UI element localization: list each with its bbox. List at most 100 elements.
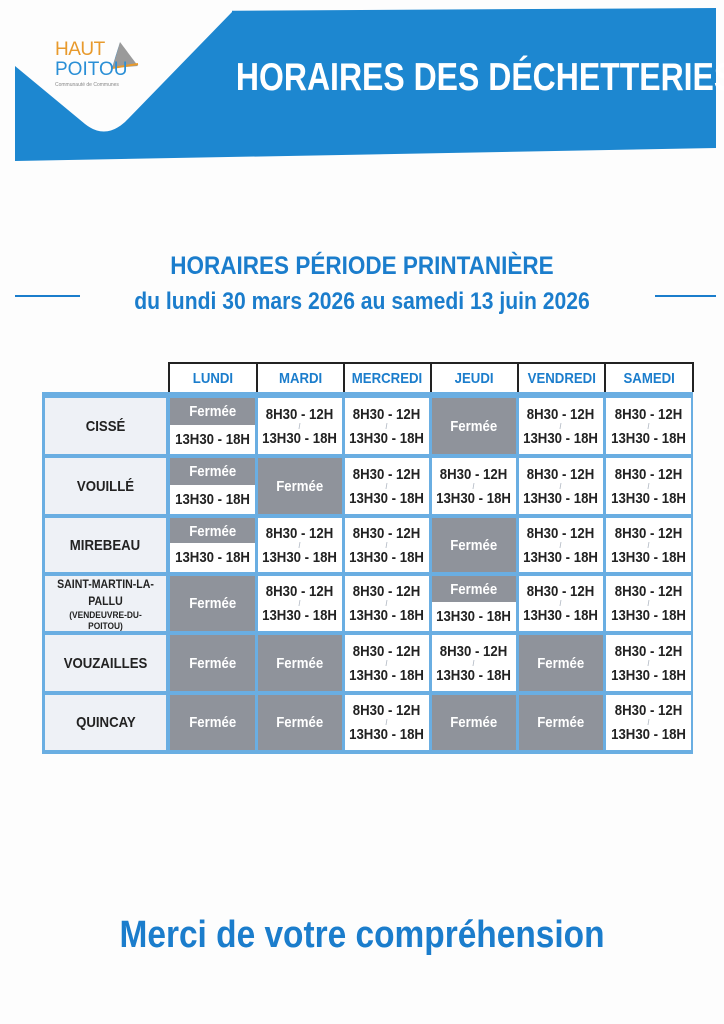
afternoon-hours: 13H30 - 18H: [349, 548, 425, 566]
afternoon-hours: 13H30 - 18H: [523, 429, 599, 447]
schedule-cell-closed: Fermée: [258, 458, 342, 514]
schedule-cell-open: 8H30 - 12H / 13H30 - 18H: [606, 576, 691, 631]
day-header-mardi: MARDI: [256, 362, 345, 392]
opening-hours: 8H30 - 12H / 13H30 - 18H: [350, 405, 425, 448]
hours-separator: /: [647, 718, 650, 727]
hours-separator: /: [299, 540, 301, 550]
morning-hours: 8H30 - 12H: [614, 524, 683, 542]
opening-hours: 8H30 - 12H / 13H30 - 18H: [611, 405, 686, 448]
afternoon-hours: 13H30 - 18H: [349, 607, 425, 624]
period-dates: du lundi 30 mars 2026 au samedi 13 juin …: [134, 288, 590, 315]
day-label: MERCREDI: [352, 369, 423, 387]
opening-hours: 8H30 - 12H / 13H30 - 18H: [350, 642, 425, 685]
logo-tagline: Communauté de Communes: [55, 82, 119, 88]
day-header-mercredi: MERCREDI: [343, 362, 432, 392]
afternoon-hours: 13H30 - 18H: [611, 607, 686, 624]
afternoon-hours: 13H30 - 18H: [170, 425, 255, 454]
day-label: VENDREDI: [527, 369, 596, 387]
closed-label: Fermée: [189, 714, 236, 731]
closed-morning: Fermée: [432, 576, 516, 603]
schedule-cell-closed: Fermée: [519, 635, 603, 691]
afternoon-hours: 13H30 - 18H: [432, 602, 516, 631]
site-name: VOUILLÉ: [76, 477, 135, 495]
site-label: VOUILLÉ: [45, 458, 166, 514]
hours-separator: /: [560, 481, 562, 491]
hours-separator: /: [386, 421, 388, 431]
schedule-cell-open: 8H30 - 12H / 13H30 - 18H: [519, 576, 603, 631]
morning-hours: 8H30 - 12H: [527, 465, 595, 483]
closed-label: Fermée: [450, 581, 498, 598]
schedule-cell-open: 8H30 - 12H / 13H30 - 18H: [345, 518, 429, 572]
divider-right: [655, 295, 716, 297]
morning-hours: 8H30 - 12H: [527, 405, 595, 423]
site-label: SAINT-MARTIN-LA-PALLU (VENDEUVRE-DU-POITO…: [45, 576, 166, 632]
schedule-cell-open: 8H30 - 12H / 13H30 - 18H: [258, 576, 342, 631]
site-name: SAINT-MARTIN-LA-PALLU: [57, 576, 154, 608]
morning-hours: 8H30 - 12H: [440, 642, 508, 660]
closed-label: Fermée: [276, 714, 324, 731]
morning-hours: 8H30 - 12H: [266, 524, 334, 542]
site-sublabel: (VENDEUVRE-DU-POITOU): [69, 609, 142, 632]
opening-hours: 8H30 - 12H / 13H30 - 18H: [437, 642, 512, 685]
closed-morning: Fermée: [170, 458, 255, 485]
hours-separator: /: [473, 658, 475, 668]
afternoon-hours: 13H30 - 18H: [262, 607, 338, 624]
schedule-cell-closed: Fermée: [170, 695, 255, 750]
afternoon-hours: 13H30 - 18H: [262, 429, 338, 447]
day-header-vendredi: VENDREDI: [517, 362, 606, 392]
schedule-cell-closed: Fermée: [258, 695, 342, 750]
page-title: HORAIRES DES DÉCHETTERIES: [235, 56, 724, 99]
site-name: VOUZAILLES: [63, 654, 148, 672]
schedule-cell-afternoon-only: Fermée 13H30 - 18H: [432, 576, 516, 631]
schedule-cell-open: 8H30 - 12H / 13H30 - 18H: [606, 458, 691, 514]
morning-hours: 8H30 - 12H: [353, 702, 421, 719]
header-banner: [0, 0, 716, 161]
opening-hours: 8H30 - 12H / 13H30 - 18H: [263, 524, 338, 567]
opening-hours: 8H30 - 12H / 13H30 - 18H: [524, 465, 599, 508]
afternoon-hours: 13H30 - 18H: [349, 429, 425, 447]
morning-hours: 8H30 - 12H: [614, 642, 683, 660]
afternoon-hours-text: 13H30 - 18H: [175, 549, 250, 566]
opening-hours: 8H30 - 12H / 13H30 - 18H: [350, 524, 425, 567]
afternoon-hours-text: 13H30 - 18H: [436, 608, 512, 625]
schedule-cell-open: 8H30 - 12H / 13H30 - 18H: [519, 458, 603, 514]
closed-label: Fermée: [276, 654, 324, 672]
logo-line2: POITOU: [55, 59, 128, 80]
morning-hours: 8H30 - 12H: [614, 465, 683, 483]
morning-hours: 8H30 - 12H: [527, 524, 595, 542]
closed-morning: Fermée: [170, 398, 255, 425]
schedule-cell-open: 8H30 - 12H / 13H30 - 18H: [345, 458, 429, 514]
site-label: MIREBEAU: [45, 518, 166, 572]
afternoon-hours: 13H30 - 18H: [611, 548, 686, 566]
schedule-cell-closed: Fermée: [170, 635, 255, 691]
schedule-cell-open: 8H30 - 12H / 13H30 - 18H: [606, 635, 691, 691]
morning-hours: 8H30 - 12H: [614, 405, 683, 423]
opening-hours: 8H30 - 12H / 13H30 - 18H: [350, 582, 425, 625]
hours-separator: /: [386, 658, 388, 668]
day-label: MARDI: [278, 369, 323, 387]
opening-hours: 8H30 - 12H / 13H30 - 18H: [350, 701, 425, 744]
schedule-cell-open: 8H30 - 12H / 13H30 - 18H: [432, 458, 516, 514]
hours-separator: /: [386, 481, 388, 491]
hours-separator: /: [299, 421, 301, 431]
day-label: LUNDI: [192, 369, 234, 387]
opening-hours: 8H30 - 12H / 13H30 - 18H: [611, 701, 686, 744]
logo-sail-icon: [111, 42, 139, 69]
opening-hours: 8H30 - 12H / 13H30 - 18H: [611, 465, 686, 508]
site-name: MIREBEAU: [70, 536, 141, 554]
opening-hours: 8H30 - 12H / 13H30 - 18H: [263, 405, 338, 448]
hours-separator: /: [386, 599, 388, 608]
closed-label: Fermée: [189, 654, 236, 672]
day-header-samedi: SAMEDI: [604, 362, 694, 392]
morning-hours: 8H30 - 12H: [353, 465, 421, 483]
morning-hours: 8H30 - 12H: [527, 583, 595, 600]
logo-line1: HAUT: [55, 39, 105, 60]
schedule-cell-closed: Fermée: [170, 576, 255, 631]
morning-hours: 8H30 - 12H: [266, 583, 334, 600]
hours-separator: /: [647, 658, 650, 668]
afternoon-hours: 13H30 - 18H: [523, 548, 599, 566]
site-label: VOUZAILLES: [45, 635, 166, 691]
opening-hours: 8H30 - 12H / 13H30 - 18H: [524, 582, 599, 625]
hours-separator: /: [560, 421, 562, 431]
